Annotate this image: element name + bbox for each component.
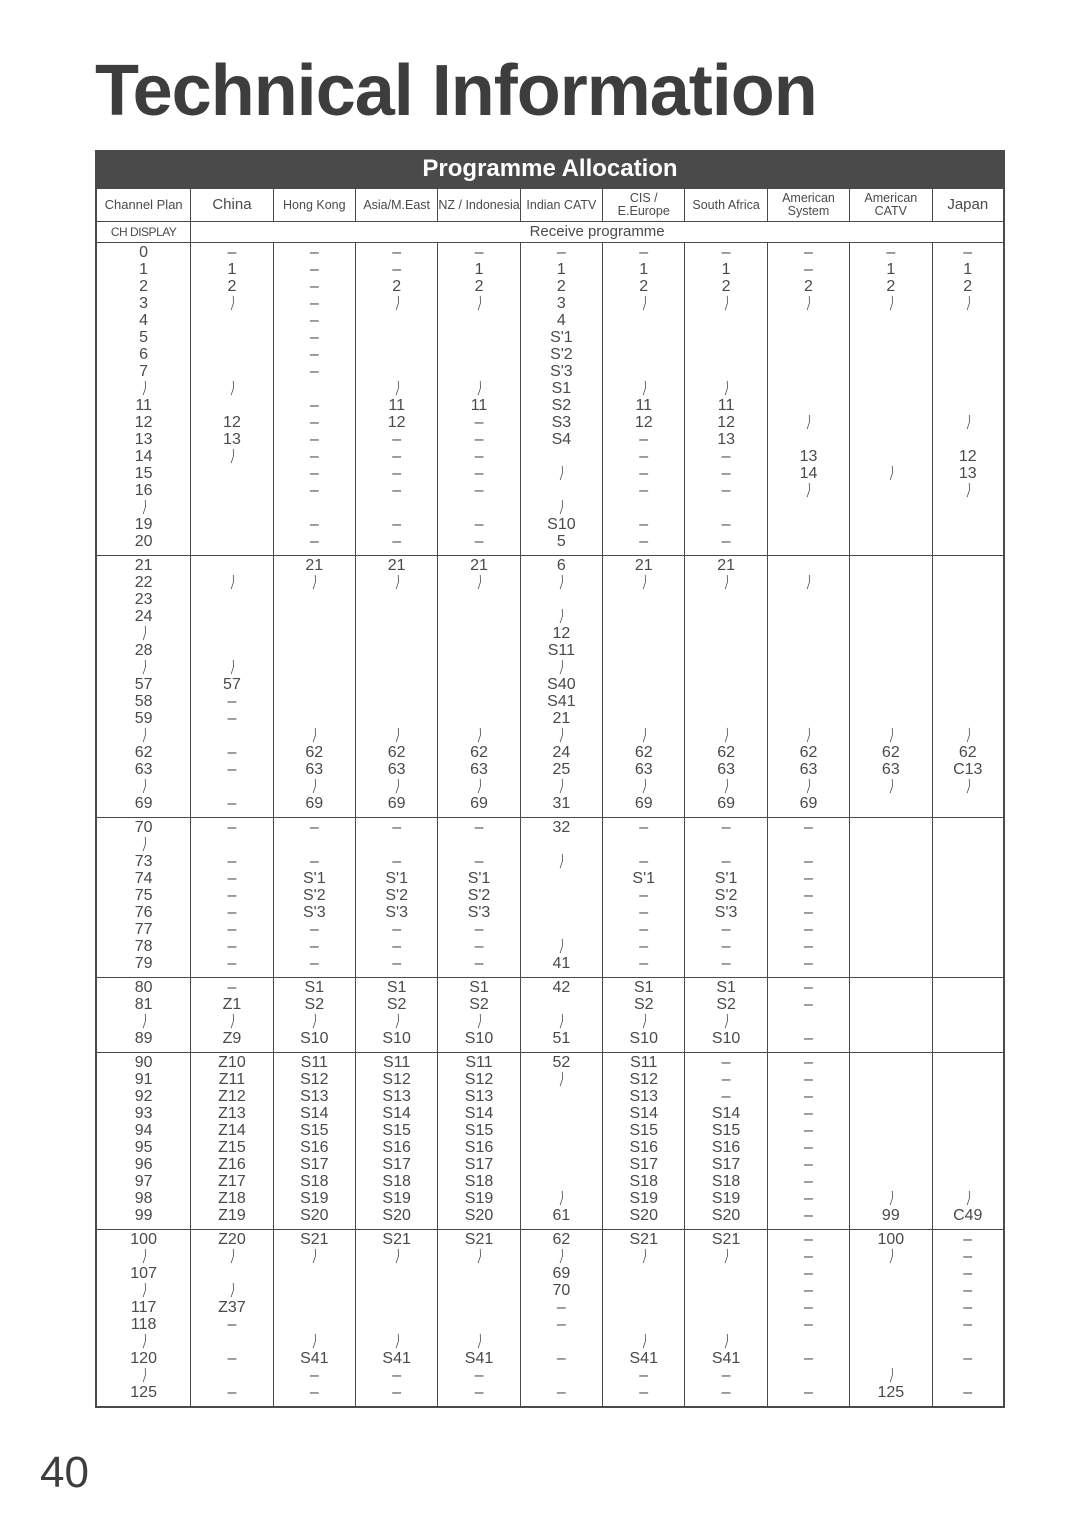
- region-cell: ––––––––––: [767, 1053, 849, 1230]
- region-cell: S11S12S13S14S15S16S17S18S19S20: [603, 1053, 685, 1230]
- ch-display-cell: 70⟩73747576777879: [97, 818, 191, 978]
- region-cell: –––––– – –: [767, 1230, 849, 1407]
- region-cell: ⟩ ⟩57–– –– –: [191, 556, 273, 818]
- header-row-2: CH DISPLAY Receive programme: [97, 222, 1004, 243]
- hdr-channel-plan: Channel Plan: [97, 189, 191, 222]
- hdr-region-4: Indian CATV: [520, 189, 602, 222]
- table-body: 01234567⟩111213141516⟩1920–12⟩ ⟩ 1213⟩ –…: [97, 243, 1004, 1407]
- region-cell: – –S'1S'2S'3–––: [273, 818, 355, 978]
- hdr-region-8: American CATV: [850, 189, 932, 222]
- hdr-region-2: Asia/M.East: [355, 189, 437, 222]
- region-cell: [850, 978, 932, 1053]
- region-cell: 21⟩ ⟩6263⟩69: [273, 556, 355, 818]
- section-row: 21222324⟩28⟩575859⟩6263⟩69 ⟩ ⟩57–– –– –2…: [97, 556, 1004, 818]
- region-cell: ⟩99: [850, 1053, 932, 1230]
- region-cell: S11S12S13S14S15S16S17S18S19S20: [273, 1053, 355, 1230]
- region-cell: –12⟩ ⟩111213––– ––: [685, 243, 767, 556]
- hdr-region-0: China: [191, 189, 273, 222]
- hdr-region-7: American System: [767, 189, 849, 222]
- hdr-region-3: NZ / Indonesia: [438, 189, 520, 222]
- allocation-table-wrap: Channel Plan China Hong Kong Asia/M.East…: [95, 188, 1005, 1408]
- region-cell: –12⟩ ⟩ 1213⟩: [191, 243, 273, 556]
- region-cell: S11S12S13S14S15S16S17S18S19S20: [438, 1053, 520, 1230]
- hdr-region-5: CIS / E.Europe: [603, 189, 685, 222]
- section-banner: Programme Allocation: [95, 150, 1005, 188]
- hdr-ch-display: CH DISPLAY: [97, 222, 191, 243]
- region-cell: Z10Z11Z12Z13Z14Z15Z16Z17Z18Z19: [191, 1053, 273, 1230]
- region-cell: Z20⟩ ⟩Z37– – –: [191, 1230, 273, 1407]
- region-cell: ––2⟩ ⟩1112–––– ––: [355, 243, 437, 556]
- section-row: 01234567⟩111213141516⟩1920–12⟩ ⟩ 1213⟩ –…: [97, 243, 1004, 556]
- region-cell: 21⟩ ⟩6263⟩69: [438, 556, 520, 818]
- region-cell: –12⟩ ⟩1112–––– ––: [603, 243, 685, 556]
- hdr-region-1: Hong Kong: [273, 189, 355, 222]
- region-cell: 6⟩ ⟩12S11⟩S40S4121⟩2425⟩31: [520, 556, 602, 818]
- section-row: 70⟩73747576777879– –––––––– –S'1S'2S'3––…: [97, 818, 1004, 978]
- region-cell: S11S12S13S14S15S16S17S18S19S20: [355, 1053, 437, 1230]
- ch-display-cell: 8081⟩89: [97, 978, 191, 1053]
- hdr-receive: Receive programme: [191, 222, 1004, 243]
- hdr-region-9: Japan: [932, 189, 1004, 222]
- region-cell: S21⟩ ⟩S41––: [685, 1230, 767, 1407]
- region-cell: ⟩6263⟩: [850, 556, 932, 818]
- region-cell: S21⟩ ⟩S41––: [273, 1230, 355, 1407]
- region-cell: –12⟩ ⟩: [850, 243, 932, 556]
- region-cell: 52⟩ ⟩61: [520, 1053, 602, 1230]
- region-cell: –––––––– –––––– ––: [273, 243, 355, 556]
- region-cell: – –S'1S'2S'3–––: [438, 818, 520, 978]
- region-cell: –Z1⟩Z9: [191, 978, 273, 1053]
- ch-display-cell: 100⟩107⟩117118⟩120⟩125: [97, 1230, 191, 1407]
- region-cell: S1S2⟩S10: [355, 978, 437, 1053]
- ch-display-cell: 21222324⟩28⟩575859⟩6263⟩69: [97, 556, 191, 818]
- region-cell: – –S'1–––––: [603, 818, 685, 978]
- region-cell: – –––––––: [191, 818, 273, 978]
- region-cell: 62⟩6970–– – –: [520, 1230, 602, 1407]
- region-cell: –12⟩ ⟩11––––– ––: [438, 243, 520, 556]
- region-cell: [850, 818, 932, 978]
- region-cell: ⟩ ⟩6263⟩69: [767, 556, 849, 818]
- region-cell: –– –: [767, 978, 849, 1053]
- region-cell: S21⟩ ⟩S41––: [355, 1230, 437, 1407]
- section-row: 100⟩107⟩117118⟩120⟩125Z20⟩ ⟩Z37– – –S21⟩…: [97, 1230, 1004, 1407]
- region-cell: S21⟩ ⟩S41––: [603, 1230, 685, 1407]
- hdr-region-6: South Africa: [685, 189, 767, 222]
- page-title: Technical Information: [95, 50, 1005, 132]
- region-cell: 21⟩ ⟩6263⟩69: [603, 556, 685, 818]
- region-cell: [932, 818, 1004, 978]
- region-cell: 21⟩ ⟩6263⟩69: [685, 556, 767, 818]
- region-cell: 100⟩ ⟩125: [850, 1230, 932, 1407]
- region-cell: S1S2⟩S10: [603, 978, 685, 1053]
- ch-display-cell: 01234567⟩111213141516⟩1920: [97, 243, 191, 556]
- section-row: 8081⟩89–Z1⟩Z9S1S2⟩S10S1S2⟩S10S1S2⟩S1042 …: [97, 978, 1004, 1053]
- region-cell: – –––––––: [767, 818, 849, 978]
- region-cell: –1234S'1S'2S'3S1S2S3S4 ⟩ ⟩S105: [520, 243, 602, 556]
- region-cell: –––S14S15S16S17S18S19S20: [685, 1053, 767, 1230]
- region-cell: S1S2⟩S10: [273, 978, 355, 1053]
- ch-display-cell: 90919293949596979899: [97, 1053, 191, 1230]
- region-cell: ––2⟩ ⟩ 1314⟩: [767, 243, 849, 556]
- header-row-1: Channel Plan China Hong Kong Asia/M.East…: [97, 189, 1004, 222]
- section-row: 90919293949596979899Z10Z11Z12Z13Z14Z15Z1…: [97, 1053, 1004, 1230]
- region-cell: [932, 978, 1004, 1053]
- region-cell: –12⟩ ⟩ 1213⟩: [932, 243, 1004, 556]
- region-cell: ⟩C49: [932, 1053, 1004, 1230]
- region-cell: S1S2⟩S10: [438, 978, 520, 1053]
- region-cell: – –S'1S'2S'3–––: [685, 818, 767, 978]
- region-cell: S1S2⟩S10: [685, 978, 767, 1053]
- allocation-table: Channel Plan China Hong Kong Asia/M.East…: [96, 188, 1004, 1407]
- region-cell: –––––– – –: [932, 1230, 1004, 1407]
- region-cell: 32 ⟩ ⟩41: [520, 818, 602, 978]
- region-cell: – –S'1S'2S'3–––: [355, 818, 437, 978]
- region-cell: 21⟩ ⟩6263⟩69: [355, 556, 437, 818]
- region-cell: S21⟩ ⟩S41––: [438, 1230, 520, 1407]
- region-cell: ⟩62C13⟩: [932, 556, 1004, 818]
- region-cell: 42 ⟩51: [520, 978, 602, 1053]
- page-number: 40: [40, 1448, 89, 1498]
